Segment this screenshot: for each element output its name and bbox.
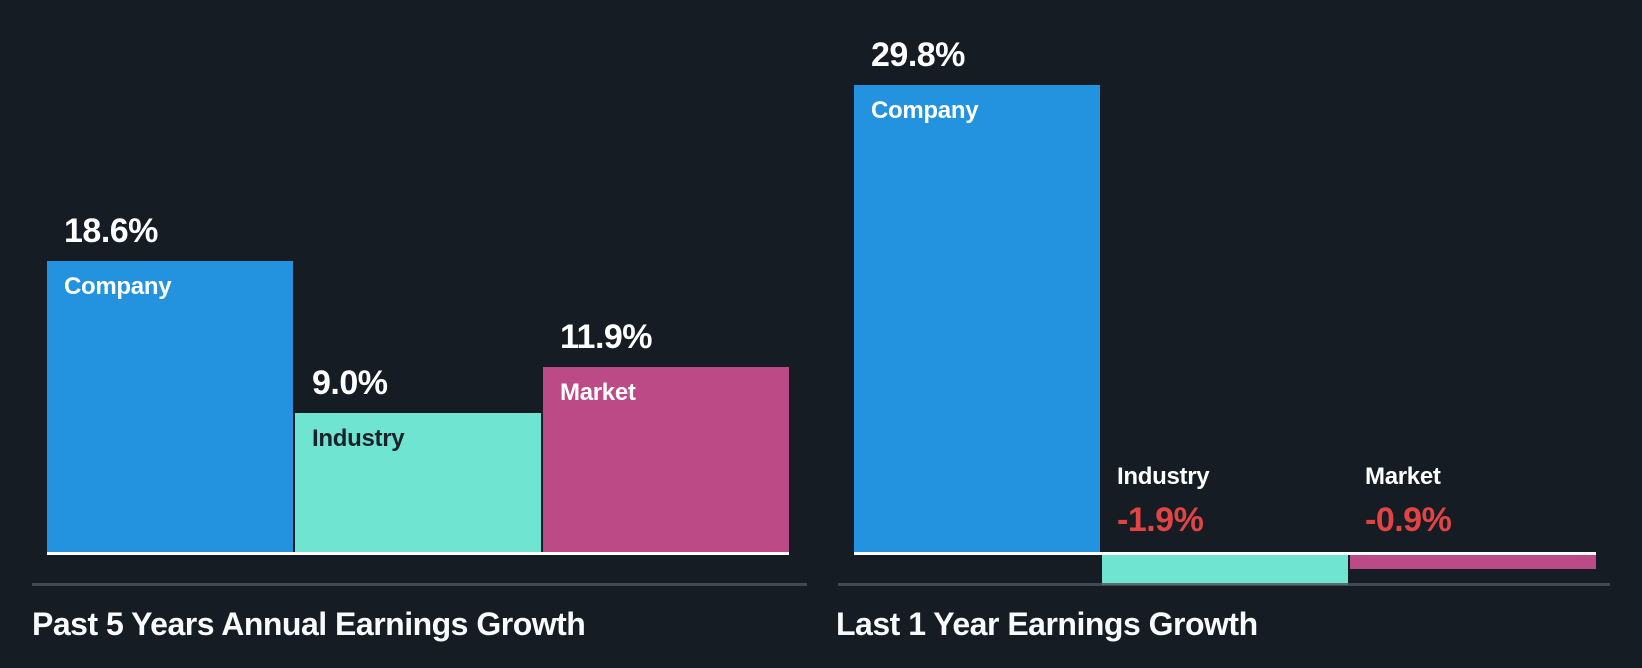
value-label-market: -0.9% (1365, 501, 1452, 539)
category-label-industry: Industry (1117, 463, 1210, 490)
bar-company[interactable] (47, 261, 293, 555)
category-label-market: Market (1365, 463, 1441, 490)
chart-divider (838, 583, 1610, 586)
zero-baseline (47, 551, 789, 555)
value-label-industry: -1.9% (1117, 501, 1204, 539)
chart-title-last-1-year: Last 1 Year Earnings Growth (836, 606, 1258, 642)
category-label-industry: Industry (312, 424, 405, 452)
bar-market[interactable] (543, 366, 789, 555)
value-label-company: 29.8% (871, 35, 965, 74)
chart-title-past-5-years: Past 5 Years Annual Earnings Growth (32, 606, 586, 642)
category-label-company: Company (64, 273, 172, 301)
category-label-market: Market (560, 378, 636, 406)
zero-baseline (854, 551, 1596, 555)
bar-company[interactable] (854, 84, 1100, 555)
category-label-company: Company (871, 96, 979, 124)
bar-market[interactable] (1350, 555, 1596, 570)
value-label-industry: 9.0% (312, 363, 388, 402)
value-label-market: 11.9% (560, 317, 653, 356)
bar-industry[interactable] (295, 412, 541, 555)
bar-industry[interactable] (1102, 555, 1348, 585)
value-label-company: 18.6% (64, 212, 158, 251)
chart-divider (32, 583, 807, 586)
